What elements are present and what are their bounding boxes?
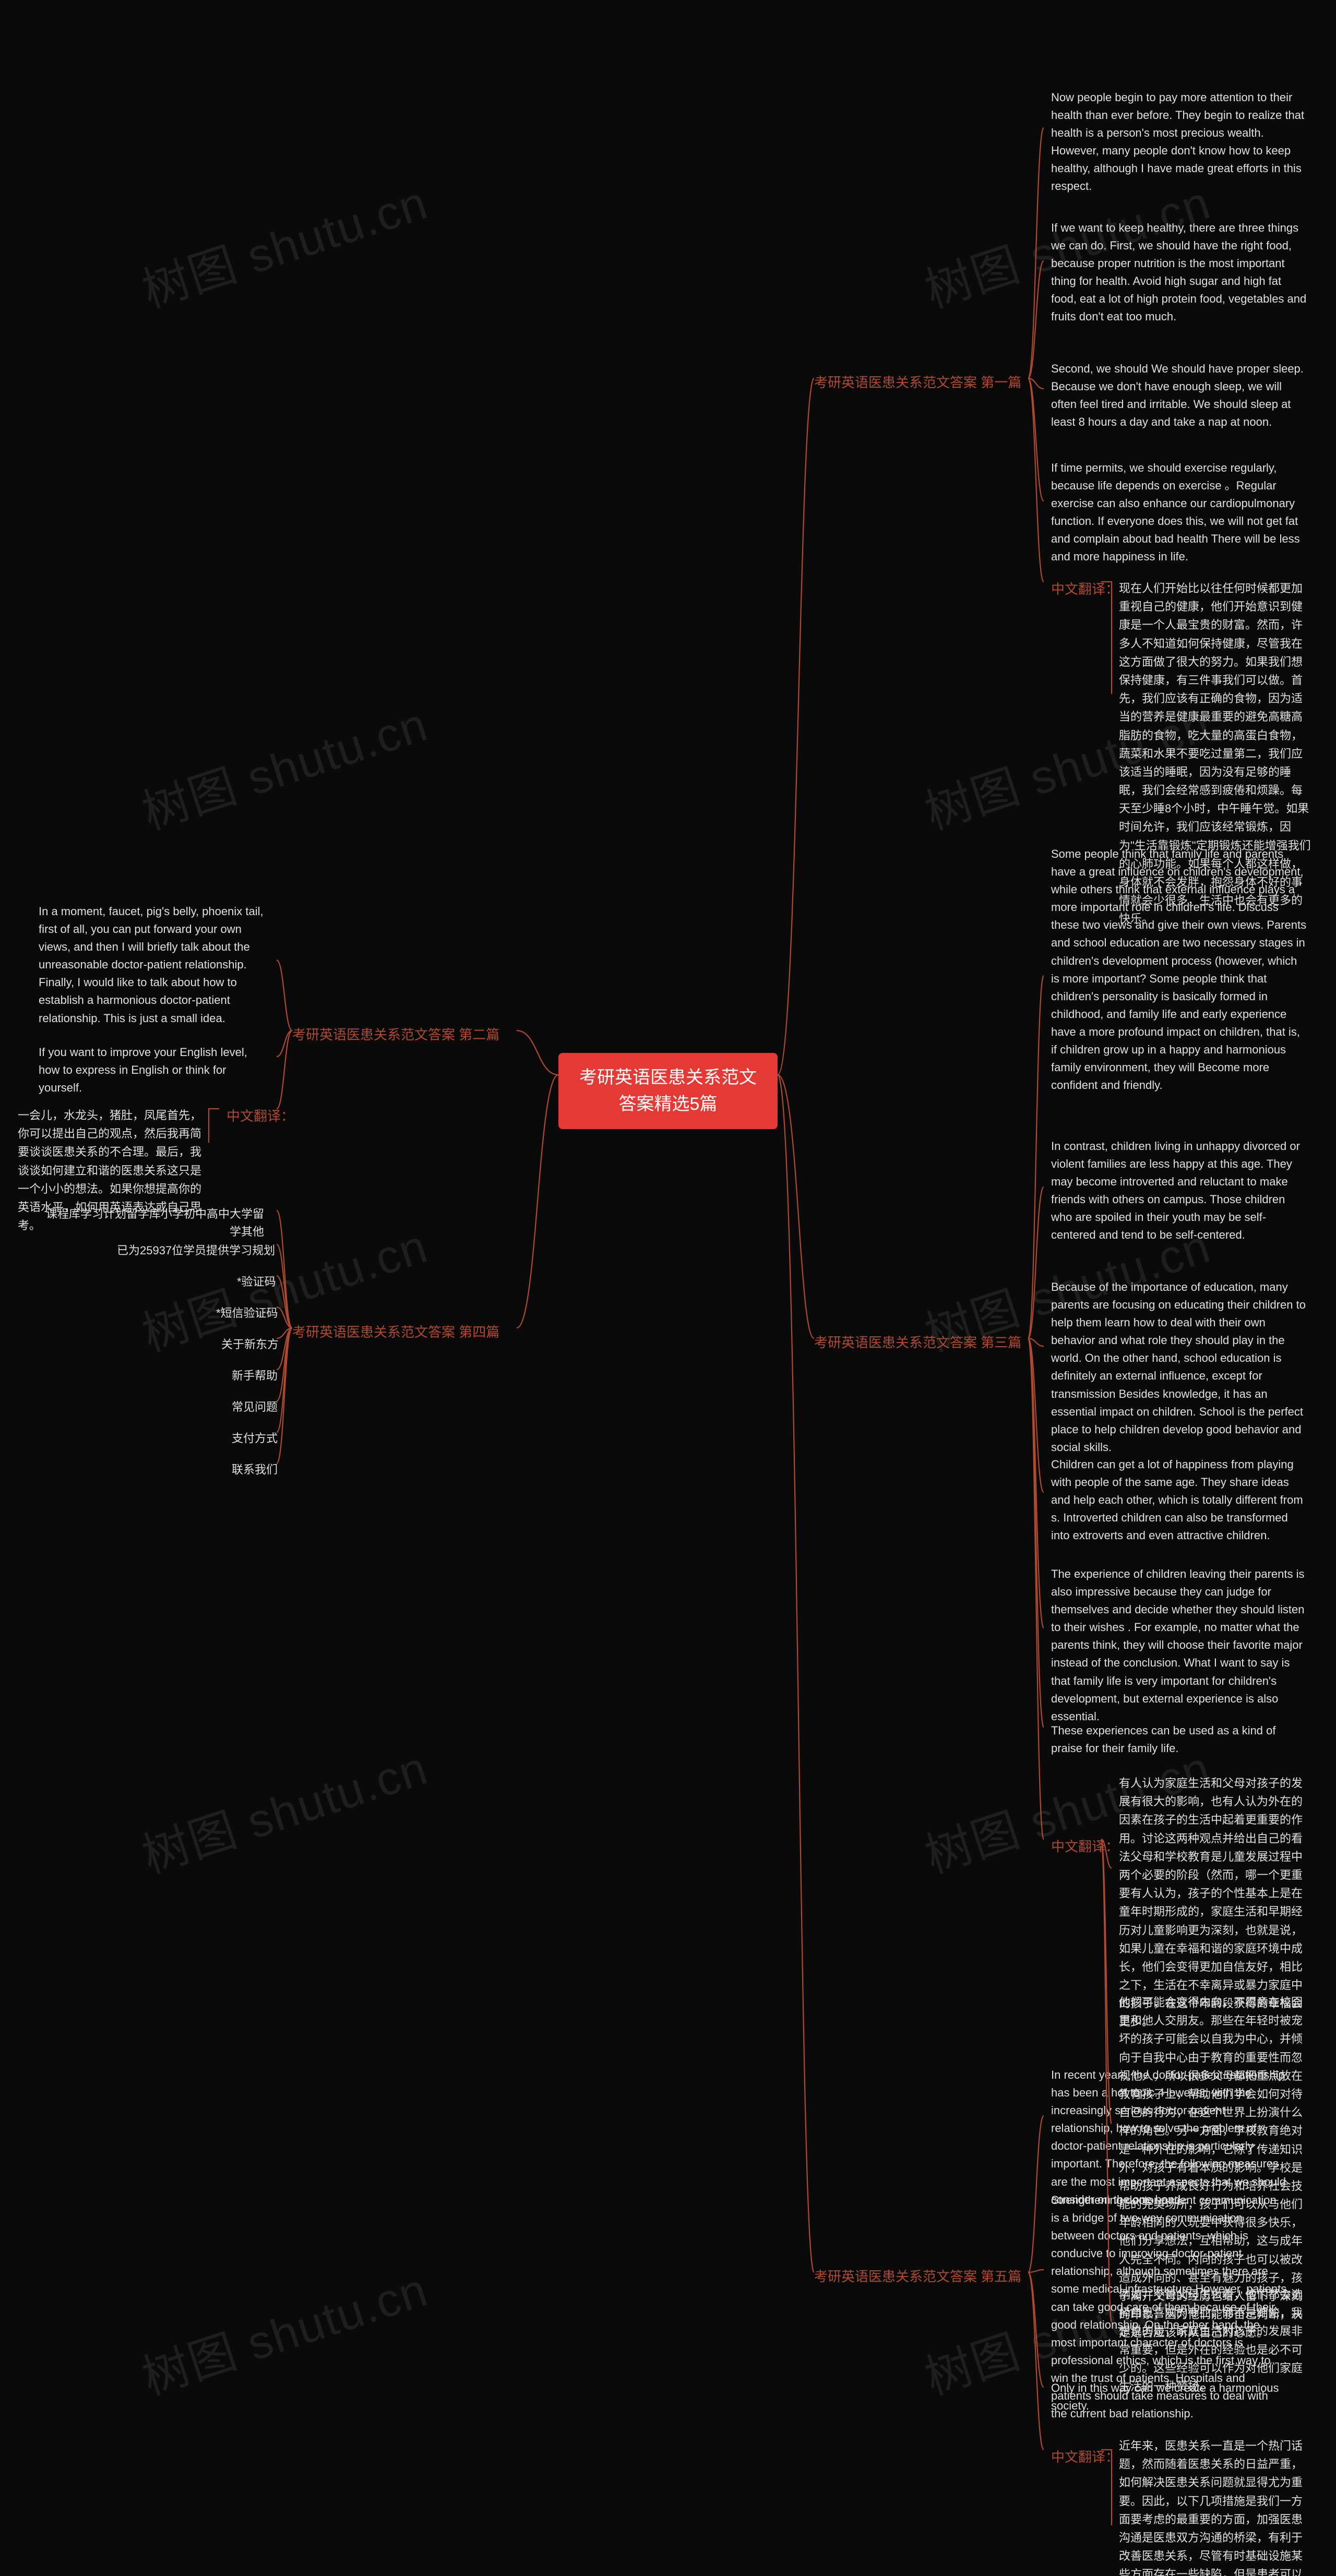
branch-4-item-4: *短信验证码 — [209, 1299, 285, 1327]
branch-2-label[interactable]: 考研英语医患关系范文答案 第二篇 — [292, 1023, 499, 1047]
branch-3-label[interactable]: 考研英语医患关系范文答案 第三篇 — [814, 1331, 1021, 1355]
branch-4-label[interactable]: 考研英语医患关系范文答案 第四篇 — [292, 1320, 499, 1345]
branch-2-leaf-1: In a moment, faucet, pig's belly, phoeni… — [31, 897, 271, 1033]
branch-4-item-6: 新手帮助 — [224, 1362, 285, 1390]
branch-1-leaf-1: Now people begin to pay more attention t… — [1044, 83, 1315, 201]
branch-3-leaf-3: Because of the importance of education, … — [1044, 1273, 1315, 1461]
branch-3-leaf-5: The experience of children leaving their… — [1044, 1560, 1315, 1731]
branch-1-leaf-3: Second, we should We should have proper … — [1044, 355, 1315, 436]
branch-3-leaf-4: Children can get a lot of happiness from… — [1044, 1451, 1315, 1550]
branch-1-leaf-4: If time permits, we should exercise regu… — [1044, 454, 1315, 571]
branch-4-item-2: 已为25937位学员提供学习规划 — [110, 1237, 282, 1265]
branch-1-leaf-2: If we want to keep healthy, there are th… — [1044, 214, 1315, 331]
watermark: 树图 shutu.cn — [133, 165, 435, 321]
branch-3-leaf-6: These experiences can be used as a kind … — [1044, 1717, 1315, 1763]
branch-4-item-5: 关于新东方 — [214, 1331, 286, 1359]
branch-5-label[interactable]: 考研英语医患关系范文答案 第五篇 — [814, 2265, 1021, 2289]
branch-4-item-3: *验证码 — [230, 1268, 283, 1296]
branch-4-item-7: 常见问题 — [224, 1393, 285, 1421]
branch-2-leaf-2: If you want to improve your English leve… — [31, 1038, 271, 1102]
branch-5-leaf-3: Only in this way can we create a harmoni… — [1044, 2374, 1294, 2420]
branch-5-sub-text: 近年来，医患关系一直是一个热门话题，然而随着医患关系的日益严重，如何解决医患关系… — [1112, 2431, 1320, 2576]
branch-2-sub-label: 中文翻译： — [219, 1101, 302, 1132]
branch-1-label[interactable]: 考研英语医患关系范文答案 第一篇 — [814, 370, 1021, 395]
watermark: 树图 shutu.cn — [133, 687, 435, 843]
branch-3-leaf-1: Some people think that family life and p… — [1044, 840, 1315, 1099]
watermark: 树图 shutu.cn — [133, 1730, 435, 1886]
branch-3-leaf-2: In contrast, children living in unhappy … — [1044, 1132, 1315, 1250]
root-node[interactable]: 考研英语医患关系范文答案精选5篇 — [558, 1053, 778, 1129]
watermark: 树图 shutu.cn — [133, 2252, 435, 2408]
branch-4-item-9: 联系我们 — [224, 1456, 285, 1484]
branch-4-item-8: 支付方式 — [224, 1424, 285, 1453]
mindmap-canvas: 树图 shutu.cn 树图 shutu.cn 树图 shutu.cn 树图 s… — [0, 0, 1336, 2576]
